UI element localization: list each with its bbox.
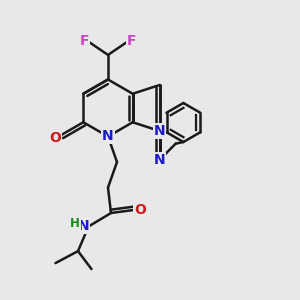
Text: O: O — [134, 203, 146, 217]
Text: N: N — [154, 153, 166, 166]
Text: F: F — [126, 34, 136, 48]
Text: N: N — [154, 124, 166, 138]
Text: H: H — [70, 217, 80, 230]
Text: N: N — [77, 220, 89, 233]
Text: O: O — [50, 131, 61, 145]
Text: N: N — [102, 130, 114, 143]
Text: F: F — [80, 34, 90, 48]
